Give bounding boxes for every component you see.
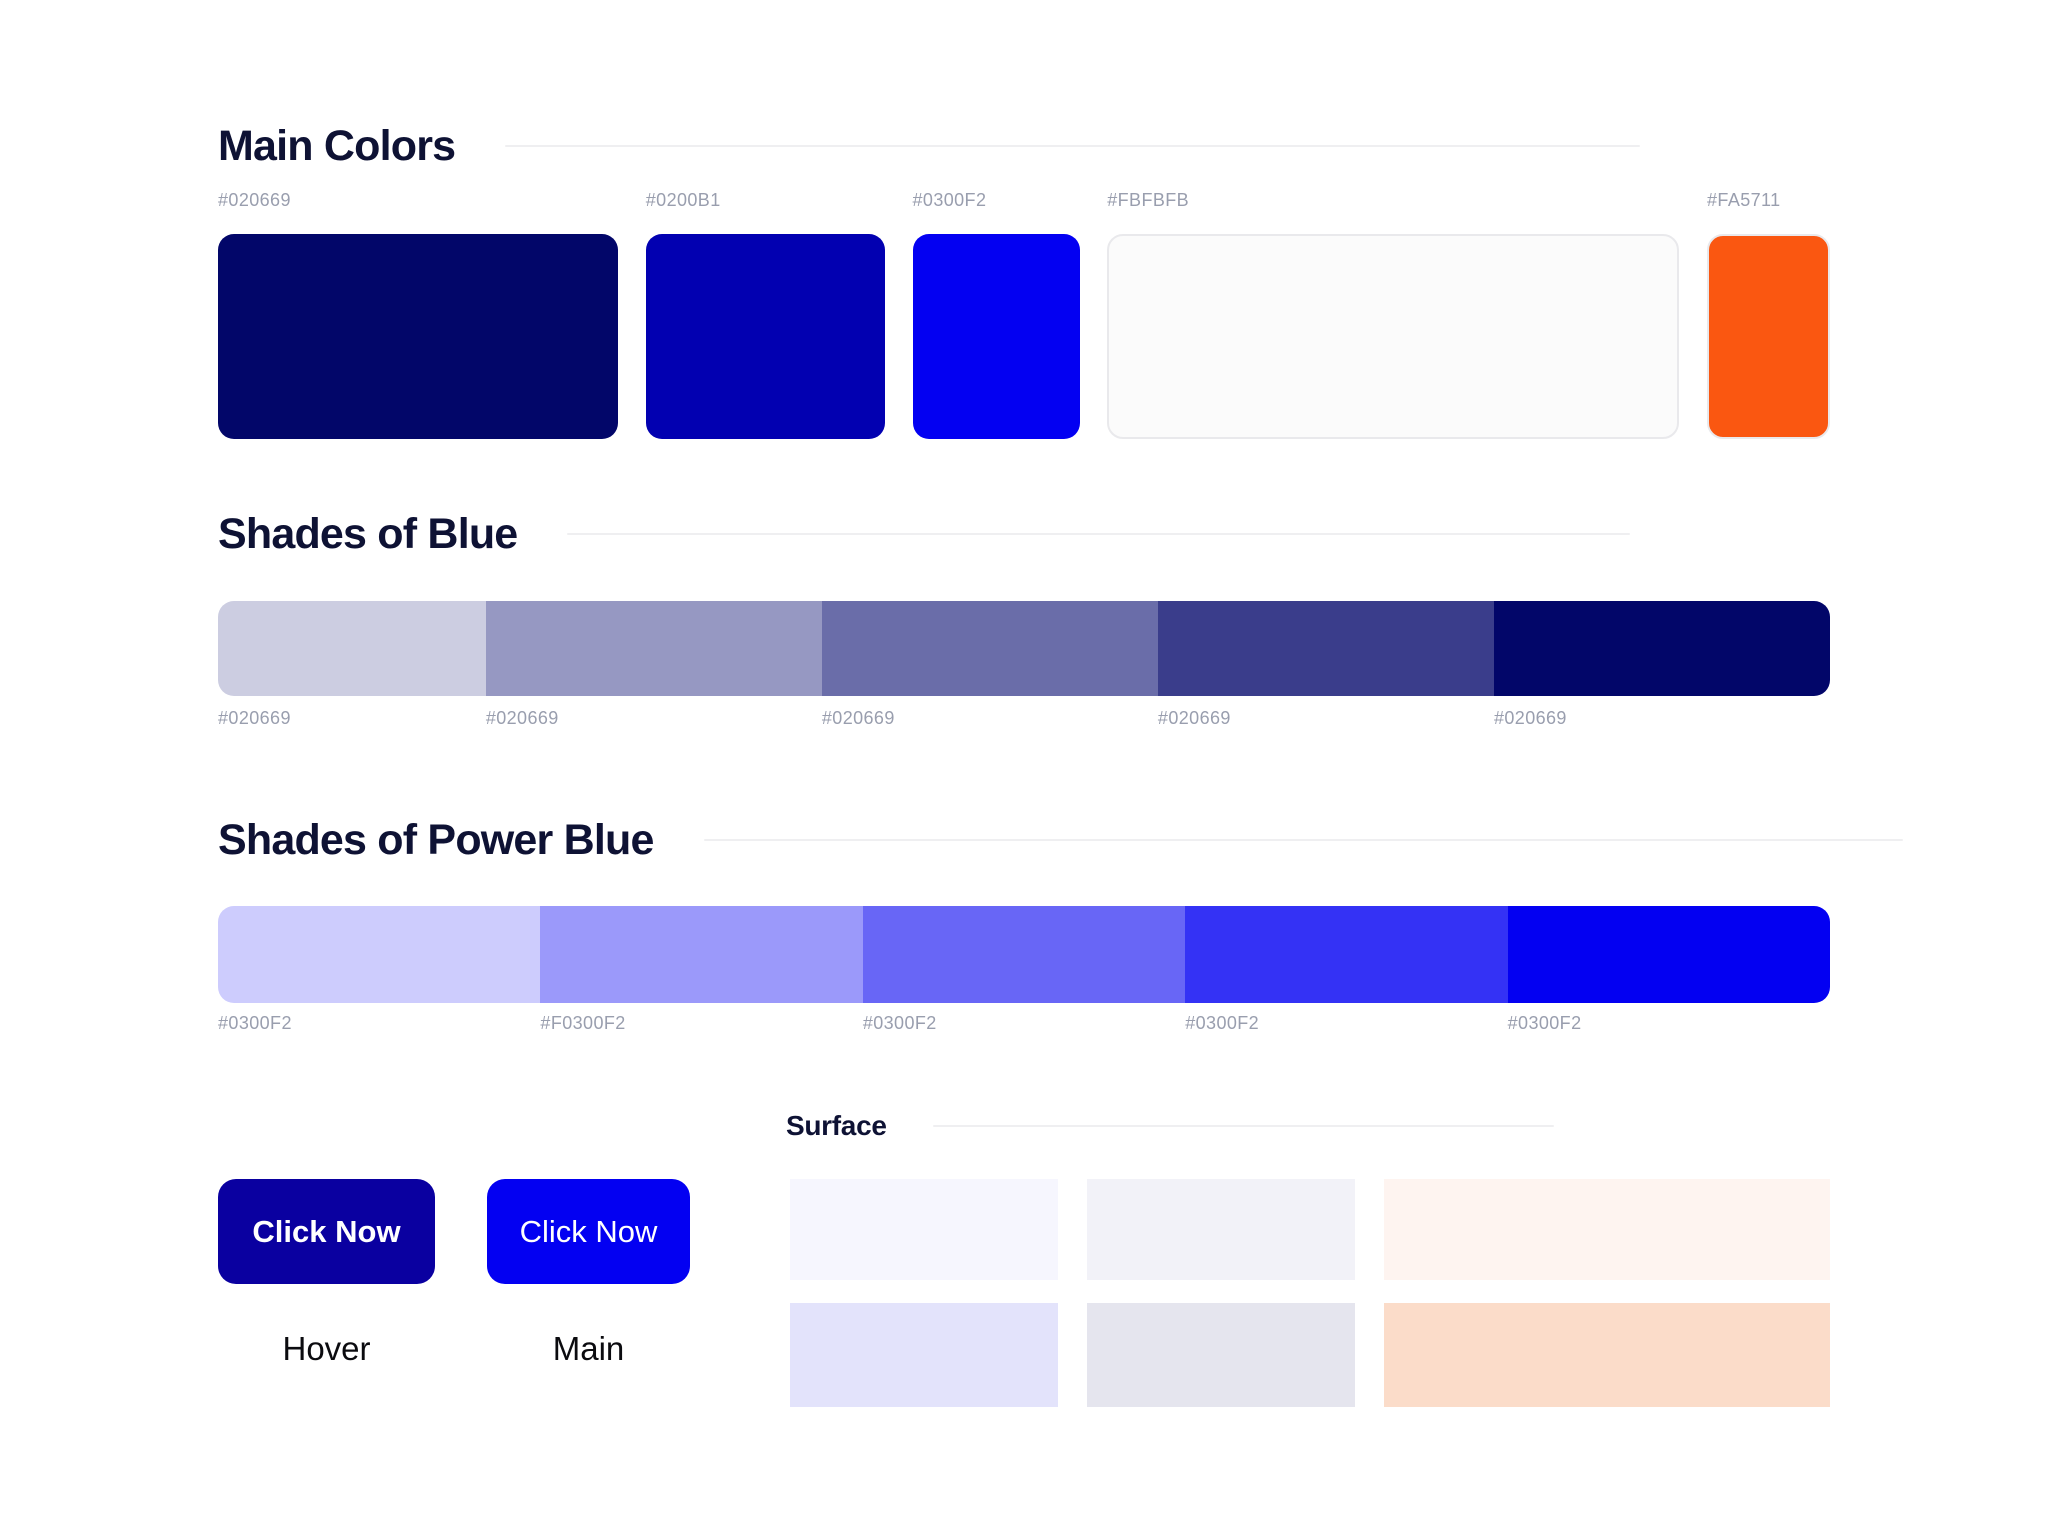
surface-tint-swatch xyxy=(790,1179,1058,1280)
color-swatch-column: #0300F2 xyxy=(912,190,1080,439)
power-blue-shade-hex-label: #0300F2 xyxy=(218,1013,292,1033)
color-swatch xyxy=(645,234,885,439)
color-swatch-column: #0200B1 xyxy=(645,190,885,439)
power-blue-shade-hex-label: #0300F2 xyxy=(1507,1013,1582,1033)
button-state-caption: Hover xyxy=(282,1330,371,1367)
power-blue-shade-hex-label: #F0300F2 xyxy=(540,1013,626,1033)
blue-shade-hex-label: #020669 xyxy=(485,708,559,728)
shades-of-power-blue-bar xyxy=(218,906,1830,1003)
shades-of-blue-title: Shades of Blue xyxy=(218,509,518,558)
surface-tint-swatch xyxy=(1384,1179,1830,1280)
swatch-hex-label: #020669 xyxy=(218,190,291,210)
power-blue-shade-hex-label: #0300F2 xyxy=(1185,1013,1260,1033)
color-swatch-column: #FBFBFB xyxy=(1107,190,1680,439)
power-blue-shade-segment xyxy=(1185,906,1508,1003)
blue-shade-segment xyxy=(485,601,822,696)
shades-of-power-blue-title: Shades of Power Blue xyxy=(218,815,654,864)
button-state-column: Click Now Hover xyxy=(218,1179,435,1368)
power-blue-shade-segment xyxy=(540,906,863,1003)
button-states-row: Click Now Hover Click Now Main xyxy=(218,1179,690,1368)
button-state-column: Click Now Main xyxy=(487,1179,690,1368)
main-colors-title: Main Colors xyxy=(218,121,456,170)
color-swatch-column: #020669 xyxy=(218,190,618,439)
color-swatch-column: #FA5711 xyxy=(1707,190,1830,439)
power-blue-shade-segment xyxy=(1507,906,1830,1003)
shades-of-power-blue-section-header: Shades of Power Blue xyxy=(218,814,1903,866)
shades-of-blue-section-header: Shades of Blue xyxy=(218,508,1630,560)
color-swatch xyxy=(1707,234,1830,439)
color-swatch xyxy=(1107,234,1680,439)
click-now-button[interactable]: Click Now xyxy=(218,1179,435,1284)
color-swatch xyxy=(218,234,618,439)
blue-shade-hex-label: #020669 xyxy=(218,708,291,728)
click-now-button[interactable]: Click Now xyxy=(487,1179,690,1284)
swatch-hex-label: #FA5711 xyxy=(1707,190,1781,210)
surface-tint-grid xyxy=(790,1179,1830,1407)
surface-tint-swatch xyxy=(1384,1303,1830,1407)
surface-tint-swatch xyxy=(1087,1179,1355,1280)
blue-shade-segment xyxy=(1493,601,1830,696)
blue-shade-hex-label: #020669 xyxy=(1493,708,1567,728)
swatch-hex-label: #0300F2 xyxy=(912,190,987,210)
power-blue-shade-segment xyxy=(862,906,1186,1003)
button-state-caption: Main xyxy=(552,1330,625,1367)
main-colors-section-header: Main Colors xyxy=(218,120,1640,172)
main-colors-divider xyxy=(505,145,1640,147)
shades-of-blue-labels: #020669 #020669 #020669 #020669 #020669 xyxy=(218,708,1830,729)
main-colors-swatch-row: #020669 #0200B1 #0300F2 #FBFBFB #FA5711 xyxy=(218,190,1830,439)
power-blue-shade-segment xyxy=(218,906,541,1003)
shades-of-power-blue-labels: #0300F2 #F0300F2 #0300F2 #0300F2 #0300F2 xyxy=(218,1013,1830,1034)
shades-of-power-blue-divider xyxy=(703,839,1903,841)
swatch-hex-label: #FBFBFB xyxy=(1107,190,1190,210)
shades-of-blue-divider xyxy=(567,533,1630,535)
blue-shade-segment xyxy=(1157,601,1494,696)
power-blue-shade-hex-label: #0300F2 xyxy=(862,1013,937,1033)
blue-shade-hex-label: #020669 xyxy=(821,708,895,728)
swatch-hex-label: #0200B1 xyxy=(645,190,721,210)
shades-of-blue-bar xyxy=(218,601,1830,696)
blue-shade-segment xyxy=(821,601,1158,696)
surface-title: Surface xyxy=(786,1110,887,1141)
surface-tint-swatch xyxy=(1087,1303,1355,1407)
blue-shade-segment xyxy=(218,601,486,696)
blue-shade-hex-label: #020669 xyxy=(1157,708,1231,728)
surface-tint-swatch xyxy=(790,1303,1058,1407)
surface-divider xyxy=(932,1125,1554,1127)
color-swatch xyxy=(912,234,1080,439)
surface-section-header: Surface xyxy=(786,1106,1554,1146)
